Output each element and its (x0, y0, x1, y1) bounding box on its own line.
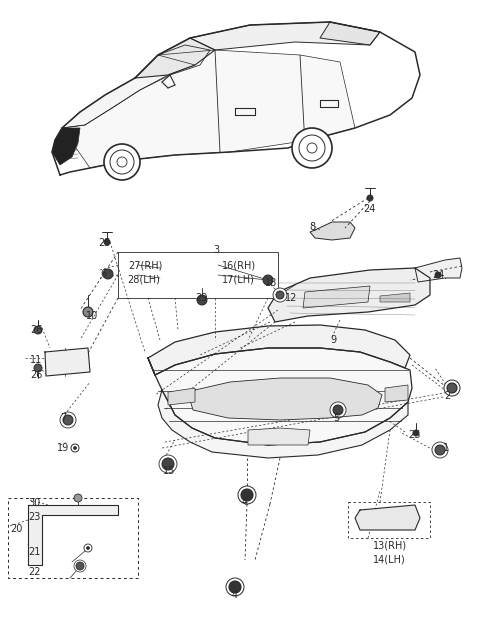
Circle shape (117, 157, 127, 167)
Circle shape (226, 578, 244, 596)
Text: 20: 20 (10, 524, 23, 534)
Circle shape (413, 430, 419, 436)
Circle shape (73, 446, 76, 450)
Circle shape (84, 544, 92, 552)
Circle shape (435, 445, 445, 455)
Polygon shape (415, 258, 462, 282)
Text: 14(LH): 14(LH) (373, 554, 406, 564)
Polygon shape (52, 128, 80, 165)
Text: 15: 15 (163, 466, 175, 476)
Circle shape (299, 135, 325, 161)
Circle shape (292, 128, 332, 168)
Text: 30: 30 (28, 498, 40, 508)
Circle shape (104, 239, 110, 245)
Polygon shape (320, 22, 380, 45)
Circle shape (110, 150, 134, 174)
Text: 10: 10 (86, 311, 98, 321)
Circle shape (34, 326, 42, 334)
Polygon shape (310, 222, 355, 240)
Circle shape (60, 412, 76, 428)
Circle shape (307, 143, 317, 153)
Circle shape (63, 415, 73, 425)
Text: 21: 21 (28, 547, 40, 557)
Circle shape (34, 364, 42, 372)
Text: 28(LH): 28(LH) (127, 274, 160, 284)
Circle shape (197, 295, 207, 305)
Text: 4: 4 (242, 497, 248, 507)
Circle shape (330, 402, 346, 418)
Polygon shape (28, 505, 118, 565)
Circle shape (74, 494, 82, 502)
Circle shape (74, 560, 86, 572)
Circle shape (367, 195, 373, 201)
Text: 5: 5 (333, 413, 339, 423)
Circle shape (162, 458, 174, 470)
Text: 24: 24 (363, 204, 375, 214)
Circle shape (103, 269, 113, 279)
Text: 24: 24 (432, 270, 444, 280)
Text: 3: 3 (213, 245, 219, 255)
Polygon shape (385, 385, 408, 402)
Polygon shape (380, 293, 410, 302)
Text: 13(RH): 13(RH) (373, 541, 407, 551)
Polygon shape (303, 286, 370, 308)
Circle shape (104, 144, 140, 180)
Polygon shape (168, 388, 195, 405)
Circle shape (276, 291, 284, 299)
Polygon shape (148, 325, 410, 375)
Polygon shape (62, 50, 355, 168)
Text: 16(RH): 16(RH) (222, 261, 256, 271)
Polygon shape (148, 348, 412, 445)
Polygon shape (355, 505, 420, 530)
Polygon shape (158, 390, 408, 458)
Text: 18: 18 (265, 278, 277, 288)
Text: 22: 22 (28, 567, 40, 577)
Text: 4: 4 (232, 590, 238, 600)
Text: 7: 7 (60, 413, 66, 423)
Text: 8: 8 (309, 222, 315, 232)
Polygon shape (190, 22, 380, 50)
Polygon shape (190, 378, 382, 420)
Circle shape (238, 486, 256, 504)
Text: 9: 9 (330, 335, 336, 345)
Text: 1: 1 (443, 443, 449, 453)
Text: 23: 23 (28, 512, 40, 522)
Circle shape (71, 444, 79, 452)
Circle shape (229, 581, 241, 593)
Text: 2: 2 (444, 391, 450, 401)
Text: 25: 25 (408, 430, 420, 440)
Circle shape (241, 489, 253, 501)
Text: 11: 11 (30, 355, 42, 365)
Polygon shape (45, 348, 90, 376)
Text: 25: 25 (98, 238, 110, 248)
Polygon shape (135, 38, 215, 78)
Circle shape (447, 383, 457, 393)
Text: 6: 6 (100, 269, 106, 279)
Text: 26: 26 (30, 325, 42, 335)
Circle shape (86, 547, 89, 549)
Circle shape (435, 272, 441, 278)
Text: 12: 12 (285, 293, 298, 303)
Circle shape (76, 562, 84, 570)
Text: 27(RH): 27(RH) (128, 261, 162, 271)
Circle shape (263, 275, 273, 285)
Polygon shape (268, 268, 430, 322)
Circle shape (432, 442, 448, 458)
Circle shape (83, 307, 93, 317)
Polygon shape (248, 428, 310, 445)
Polygon shape (62, 45, 210, 128)
Circle shape (444, 380, 460, 396)
Text: 29: 29 (195, 293, 207, 303)
Text: 26: 26 (30, 370, 42, 380)
Circle shape (159, 455, 177, 473)
Circle shape (273, 288, 287, 302)
Text: 19: 19 (57, 443, 69, 453)
Text: 17(LH): 17(LH) (222, 274, 255, 284)
Circle shape (333, 405, 343, 415)
